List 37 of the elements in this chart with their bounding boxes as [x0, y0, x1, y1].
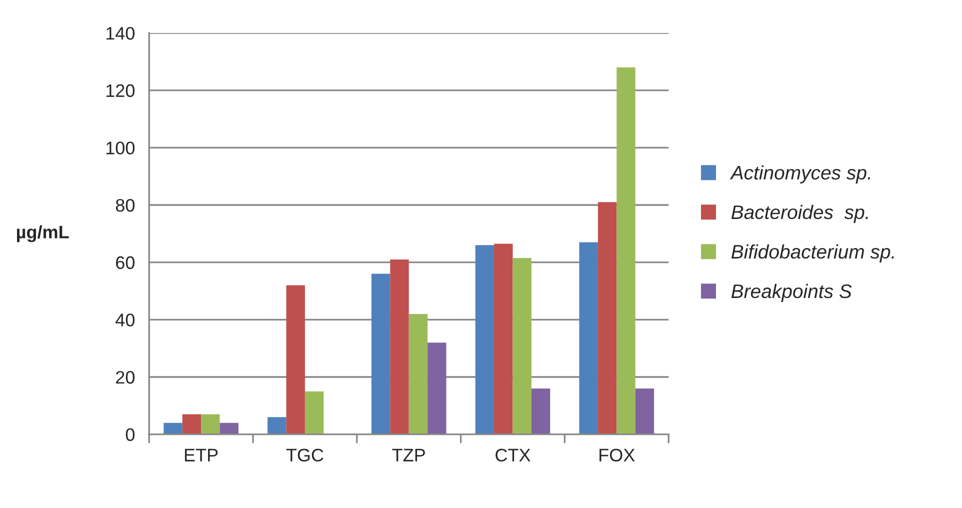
x-tick-label: ETP	[184, 448, 218, 462]
bar	[304, 391, 324, 434]
legend-label: Breakpoints S	[731, 284, 852, 302]
bar	[598, 202, 617, 434]
legend-label: Bifidobacterium sp.	[731, 244, 894, 262]
bar	[475, 245, 494, 434]
bar	[371, 274, 390, 434]
x-tick-label: FOX	[600, 448, 635, 462]
bar	[268, 417, 286, 434]
y-tick-label: 40	[116, 314, 135, 326]
y-tick-label: 60	[116, 256, 135, 270]
legend-label: Actinomyces sp.	[730, 165, 870, 184]
y-tick-label: 100	[106, 142, 135, 154]
bar	[182, 414, 202, 434]
bar	[408, 314, 428, 434]
x-tick-label: TZP	[392, 448, 425, 462]
bar	[616, 67, 636, 434]
legend-label: Bacteroides sp.	[731, 204, 868, 223]
bar	[286, 285, 305, 434]
x-tick-label: TGC	[286, 448, 324, 462]
bar	[201, 414, 220, 434]
bar	[531, 388, 550, 434]
bar	[512, 258, 532, 434]
bar	[635, 388, 654, 434]
bar	[220, 422, 238, 434]
x-tick-label: CTX	[496, 448, 530, 462]
y-tick-label: 0	[126, 428, 135, 442]
y-tick-label: 140	[106, 26, 135, 40]
bar	[164, 422, 182, 434]
y-axis-title: µg/mL	[17, 225, 69, 242]
y-tick-label: 20	[116, 370, 135, 384]
bar	[494, 244, 513, 434]
bar	[428, 342, 446, 434]
bar	[390, 259, 409, 434]
bar	[579, 242, 598, 434]
y-tick-label: 120	[106, 84, 135, 98]
y-tick-label: 80	[116, 198, 135, 212]
